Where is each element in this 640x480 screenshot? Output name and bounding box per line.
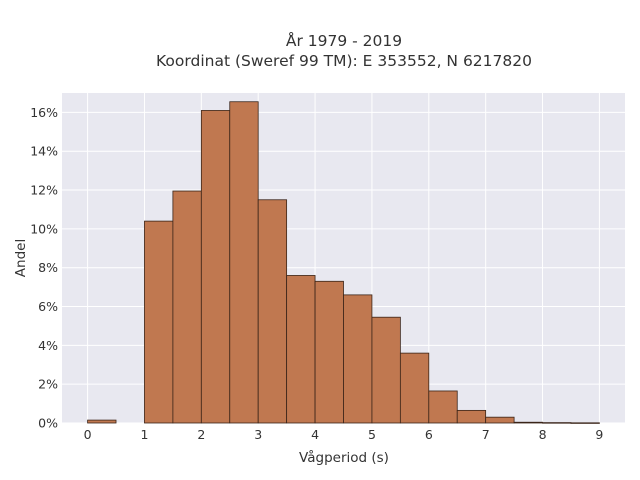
histogram-bar [513,421,543,424]
y-tick-label: 14% [30,144,58,159]
x-tick-label: 7 [482,427,490,442]
y-tick-label: 12% [30,183,58,198]
x-tick-label: 9 [595,427,603,442]
x-tick-label: 2 [197,427,205,442]
histogram-bar [343,294,373,424]
y-tick-label: 16% [30,105,58,120]
x-tick-label: 3 [254,427,262,442]
histogram-bar [172,190,202,424]
histogram-bar [542,422,572,424]
y-tick-label: 10% [30,221,58,236]
chart-subtitle: Koordinat (Sweref 99 TM): E 353552, N 62… [156,52,532,70]
x-axis-label: Vågperiod (s) [299,449,389,466]
y-axis-label: Andel [13,239,29,277]
histogram-bar [570,422,600,424]
histogram-bar [371,316,401,424]
x-tick-label: 6 [425,427,433,442]
x-tick-label: 8 [539,427,547,442]
y-tick-label: 8% [38,260,58,275]
histogram-bars [87,101,600,424]
x-tick-label: 4 [311,427,319,442]
chart-title: År 1979 - 2019 [286,31,402,50]
histogram-bar [428,390,458,424]
histogram-bar [485,416,515,424]
histogram-bar [257,199,288,424]
y-tick-label: 2% [38,377,58,392]
histogram-bar [314,280,344,424]
histogram-bar [144,220,174,424]
x-axis-ticks: 0 1 2 3 4 5 6 7 8 9 [84,427,604,442]
histogram-bar [399,352,430,424]
histogram-bar [200,110,231,424]
histogram-bar [87,419,117,424]
x-tick-label: 5 [368,427,376,442]
y-axis-ticks: 0% 2% 4% 6% 8% 10% 12% 14% 16% [30,105,58,431]
histogram-bar [456,409,487,424]
y-tick-label: 4% [38,338,58,353]
y-tick-label: 0% [38,416,58,431]
y-tick-label: 6% [38,299,58,314]
histogram-bar [229,101,259,424]
histogram-bar [286,275,316,424]
x-tick-label: 0 [84,427,92,442]
x-tick-label: 1 [140,427,148,442]
